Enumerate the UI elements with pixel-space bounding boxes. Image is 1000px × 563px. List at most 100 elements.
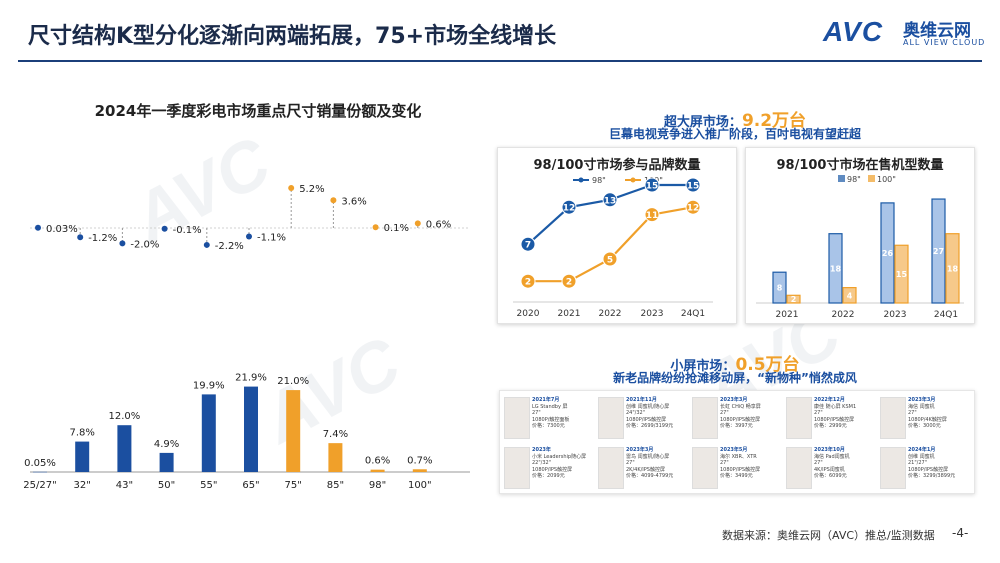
small-screen-headline: 小屏市场：0.5万台	[500, 350, 970, 375]
share-bar	[33, 471, 47, 473]
model-count-panel: 98/100寸市场在售机型数量 98" 100" 8 2 2021 18 4 2022 26 15…	[745, 147, 975, 324]
product-spec: 价格：3997元	[720, 423, 753, 429]
product-spec: 27"	[908, 410, 917, 416]
point-value-label: 15	[646, 182, 659, 192]
x-tick-label: 2021	[558, 309, 581, 319]
product-spec: 1080P/IPS触控屏	[626, 416, 667, 423]
category-label: 43"	[116, 480, 133, 491]
product-spec: 长虹 CHiQ 畅享屏	[720, 403, 761, 410]
product-spec: 创维 闺蜜机	[908, 453, 935, 460]
x-tick-label: 2020	[517, 309, 540, 319]
product-spec: 价格：7300元	[532, 423, 565, 429]
product-date: 2023年3月	[720, 397, 748, 403]
product-date: 2021年11月	[626, 397, 657, 403]
large-screen-prefix: 超大屏市场：	[663, 115, 742, 130]
series-point	[520, 273, 536, 289]
product-info: 2024年1月 创维 闺蜜机 21"/27" 1080P/IPS触控屏 价格：3299/…	[908, 447, 970, 480]
product-spec: 22"/32"	[532, 460, 552, 466]
bar-value-label: 18	[947, 264, 959, 273]
point-value-label: 5	[607, 256, 613, 266]
product-spec: 海信 Pad闺蜜机	[814, 453, 850, 460]
legend-label: 100"	[877, 175, 896, 184]
x-tick-label: 2021	[776, 310, 799, 320]
share-bar	[201, 394, 216, 472]
header-rule	[18, 60, 982, 62]
product-spec: 价格：4099-4799元	[626, 473, 674, 479]
bar-value-label: 18	[830, 264, 842, 273]
product-date: 2024年1月	[908, 447, 936, 453]
product-card: 2023年 小米 Leadership随心屏 22"/32" 1080P/IPS触控屏…	[502, 443, 596, 491]
legend-marker	[630, 177, 636, 183]
product-photo	[504, 397, 530, 439]
product-card: 2023年3月 长虹 CHiQ 畅享屏 27" 1080P/IPS触控屏 价格：3997…	[690, 393, 784, 441]
product-spec: 价格：6099元	[814, 473, 847, 479]
header: 尺寸结构K型分化逐渐向两端拓展，75+市场全线增长 AVC 奥维云网 ALL V…	[0, 0, 1000, 62]
x-tick-label: 24Q1	[681, 309, 705, 319]
change-dot	[203, 241, 210, 248]
x-tick-label: 2023	[884, 310, 907, 320]
product-info: 2023年3月 雷鸟 闺蜜机/随心屏 27" 2K/4K/IPS触控屏 价格：4099-…	[626, 447, 688, 480]
share-value-label: 7.4%	[323, 429, 348, 440]
product-info: 2023年3月 海信 闺蜜机 27" 1080P/4K触控屏 价格：3000元	[908, 397, 970, 430]
product-spec: 小米 Leadership随心屏	[532, 453, 587, 460]
bar-value-label: 15	[896, 270, 908, 279]
product-photo	[504, 447, 530, 489]
share-chart: 0.05% 25/27" 0.03% 7.8% 32" -1.2% 12.0% 43" -2.0…	[23, 184, 470, 491]
product-spec: 雷鸟 闺蜜机/随心屏	[626, 453, 670, 460]
change-label: -0.1%	[173, 225, 202, 236]
share-value-label: 21.0%	[277, 376, 309, 387]
product-spec: 2K/4K/IPS触控屏	[626, 466, 665, 473]
product-date: 2023年	[532, 447, 551, 453]
product-photo	[786, 447, 812, 489]
share-bar	[244, 386, 258, 472]
share-bar	[328, 443, 343, 472]
product-info: 2021年7月 LG Standby 屏 27" 1080P/触控面板 价格：7300元	[532, 397, 594, 430]
product-date: 2023年10月	[814, 447, 845, 453]
brand-count-title: 98/100寸市场参与品牌数量	[533, 158, 701, 173]
category-label: 32"	[74, 480, 91, 491]
point-value-label: 12	[563, 204, 576, 214]
product-card: 2024年1月 创维 闺蜜机 21"/27" 1080P/IPS触控屏 价格：3299/…	[878, 443, 972, 491]
series-point	[561, 199, 577, 215]
product-date: 2022年12月	[814, 397, 845, 403]
bar-value-label: 26	[882, 249, 894, 258]
logo-en: ALL VIEW CLOUD	[903, 38, 986, 47]
product-spec: 价格：3499元	[720, 473, 753, 479]
share-bar	[117, 425, 132, 472]
large-screen-headline: 超大屏市场：9.2万台	[500, 106, 970, 131]
model-bar	[894, 244, 909, 304]
product-spec: 27"	[720, 460, 729, 466]
x-tick-label: 2023	[641, 309, 664, 319]
share-value-label: 0.05%	[24, 458, 56, 469]
product-spec: 1080P/IPS触控屏	[908, 466, 949, 473]
product-spec: LG Standby 屏	[532, 403, 568, 410]
point-value-label: 2	[525, 278, 531, 288]
change-label: 5.2%	[299, 184, 324, 195]
share-value-label: 7.8%	[69, 428, 94, 439]
change-label: 0.6%	[426, 219, 451, 230]
product-spec: 康佳 随心屏 KSM1	[814, 403, 857, 410]
series-point	[685, 199, 701, 215]
category-label: 85"	[327, 480, 344, 491]
product-spec: 24"/32"	[626, 410, 646, 416]
series-point	[644, 177, 660, 193]
product-spec: 价格：3299/3899元	[908, 473, 956, 479]
legend-swatch	[838, 175, 845, 182]
small-screen-value: 0.5万台	[735, 355, 800, 375]
product-card: 2023年3月 雷鸟 闺蜜机/随心屏 27" 2K/4K/IPS触控屏 价格：4099-…	[596, 443, 690, 491]
product-spec: 1080P/触控面板	[532, 416, 570, 423]
category-label: 98"	[369, 480, 386, 491]
small-screen-subline: 新老品牌纷纷抢滩移动屏，“新物种”悄然成风	[613, 371, 857, 385]
share-chart-title: 2024年一季度彩电市场重点尺寸销量份额及变化	[94, 102, 422, 120]
product-spec: 27"	[626, 460, 635, 466]
series-point	[602, 192, 618, 208]
avc-logo: AVC 奥维云网 ALL VIEW CLOUD	[823, 14, 986, 56]
product-card: 2023年10月 海信 Pad闺蜜机 27" 4K/IPS闺蜜机 价格：6099元	[784, 443, 878, 491]
model-bar	[828, 233, 843, 304]
share-bar	[286, 390, 301, 472]
product-photo	[692, 397, 718, 439]
x-tick-label: 2022	[832, 310, 855, 320]
data-source: 数据来源：奥维云网（AVC）推总/监测数据	[722, 529, 935, 542]
bar-value-label: 8	[777, 284, 783, 293]
